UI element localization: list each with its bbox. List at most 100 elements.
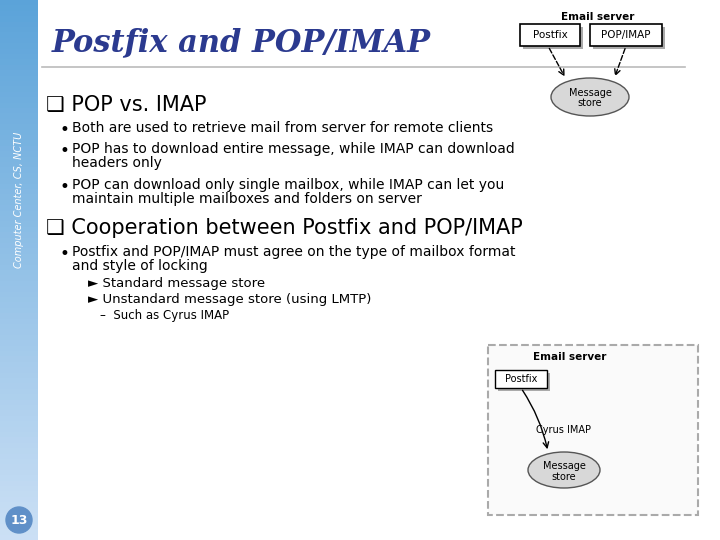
- Bar: [0, 173, 38, 178]
- Text: ❑ POP vs. IMAP: ❑ POP vs. IMAP: [46, 95, 207, 115]
- Bar: [0, 194, 38, 200]
- Text: Message: Message: [543, 461, 585, 471]
- Text: Cyrus IMAP: Cyrus IMAP: [536, 425, 592, 435]
- Bar: [0, 227, 38, 232]
- Bar: [0, 448, 38, 454]
- Bar: [0, 437, 38, 443]
- Bar: [0, 400, 38, 405]
- Bar: [0, 351, 38, 356]
- Bar: [0, 54, 38, 59]
- Text: and style of locking: and style of locking: [72, 259, 208, 273]
- Bar: [0, 70, 38, 76]
- Bar: [0, 383, 38, 389]
- Bar: [0, 464, 38, 470]
- Bar: [0, 329, 38, 335]
- Text: Email server: Email server: [534, 352, 607, 362]
- Bar: [0, 275, 38, 281]
- Bar: [0, 27, 38, 32]
- Bar: [0, 167, 38, 173]
- FancyBboxPatch shape: [523, 27, 583, 49]
- Bar: [0, 97, 38, 103]
- Bar: [0, 497, 38, 502]
- Bar: [0, 308, 38, 313]
- Bar: [0, 319, 38, 324]
- Bar: [0, 32, 38, 38]
- Bar: [0, 356, 38, 362]
- Bar: [0, 243, 38, 248]
- Bar: [0, 140, 38, 146]
- Bar: [0, 508, 38, 513]
- Text: maintain multiple mailboxes and folders on server: maintain multiple mailboxes and folders …: [72, 192, 422, 206]
- Bar: [0, 432, 38, 437]
- Bar: [0, 416, 38, 421]
- Bar: [0, 16, 38, 22]
- Bar: [0, 146, 38, 151]
- Bar: [0, 221, 38, 227]
- Bar: [0, 22, 38, 27]
- Bar: [0, 151, 38, 157]
- Bar: [0, 238, 38, 243]
- Bar: [0, 486, 38, 491]
- FancyBboxPatch shape: [590, 24, 662, 46]
- Bar: [0, 362, 38, 367]
- Bar: [0, 513, 38, 518]
- Text: Postfix: Postfix: [533, 30, 567, 40]
- Text: Both are used to retrieve mail from server for remote clients: Both are used to retrieve mail from serv…: [72, 121, 493, 135]
- Text: ► Unstandard message store (using LMTP): ► Unstandard message store (using LMTP): [88, 293, 372, 306]
- Bar: [0, 205, 38, 211]
- Bar: [0, 302, 38, 308]
- Bar: [0, 178, 38, 184]
- Bar: [0, 157, 38, 162]
- Text: •: •: [60, 178, 70, 196]
- Bar: [0, 292, 38, 297]
- Bar: [0, 259, 38, 265]
- Text: POP has to download entire message, while IMAP can download: POP has to download entire message, whil…: [72, 142, 515, 156]
- Bar: [0, 346, 38, 351]
- Bar: [0, 232, 38, 238]
- Bar: [0, 38, 38, 43]
- Bar: [0, 216, 38, 221]
- Bar: [0, 11, 38, 16]
- Text: Postfix and POP/IMAP: Postfix and POP/IMAP: [52, 28, 431, 58]
- Bar: [0, 103, 38, 108]
- Bar: [0, 410, 38, 416]
- Bar: [0, 518, 38, 524]
- Bar: [0, 270, 38, 275]
- Bar: [0, 108, 38, 113]
- Bar: [0, 340, 38, 346]
- Bar: [0, 394, 38, 400]
- FancyBboxPatch shape: [593, 27, 665, 49]
- Text: ► Standard message store: ► Standard message store: [88, 277, 265, 290]
- Bar: [0, 130, 38, 135]
- Bar: [0, 113, 38, 119]
- Text: store: store: [552, 472, 576, 482]
- Bar: [0, 86, 38, 92]
- Bar: [0, 491, 38, 497]
- Bar: [0, 119, 38, 124]
- Text: –  Such as Cyrus IMAP: – Such as Cyrus IMAP: [100, 309, 229, 322]
- Bar: [0, 524, 38, 529]
- FancyBboxPatch shape: [488, 345, 698, 515]
- Bar: [0, 189, 38, 194]
- Bar: [0, 124, 38, 130]
- Text: store: store: [577, 98, 603, 108]
- Bar: [0, 92, 38, 97]
- Bar: [0, 389, 38, 394]
- Bar: [0, 335, 38, 340]
- Text: •: •: [60, 245, 70, 263]
- Bar: [0, 481, 38, 486]
- Bar: [0, 502, 38, 508]
- Text: Postfix: Postfix: [505, 374, 537, 384]
- Bar: [0, 281, 38, 286]
- Bar: [0, 459, 38, 464]
- Bar: [0, 535, 38, 540]
- Bar: [0, 49, 38, 54]
- Bar: [0, 454, 38, 459]
- Text: Postfix and POP/IMAP must agree on the type of mailbox format: Postfix and POP/IMAP must agree on the t…: [72, 245, 516, 259]
- Bar: [0, 297, 38, 302]
- Bar: [0, 475, 38, 481]
- Text: •: •: [60, 121, 70, 139]
- Ellipse shape: [528, 452, 600, 488]
- Bar: [0, 427, 38, 432]
- Text: Message: Message: [569, 88, 611, 98]
